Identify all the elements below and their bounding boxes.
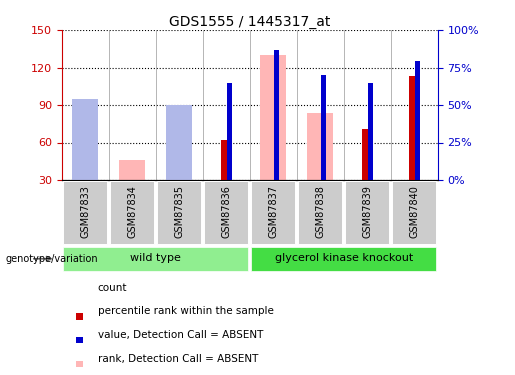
Title: GDS1555 / 1445317_at: GDS1555 / 1445317_at [169,15,331,29]
Bar [221,140,227,180]
FancyBboxPatch shape [204,182,248,244]
Text: GSM87836: GSM87836 [221,185,231,238]
Bar [73,177,98,180]
Text: GSM87834: GSM87834 [127,185,138,238]
Text: percentile rank within the sample: percentile rank within the sample [98,306,273,316]
FancyBboxPatch shape [298,182,342,244]
Text: count: count [98,283,127,292]
Text: GSM87840: GSM87840 [409,185,419,238]
Bar [166,105,192,180]
Bar [73,99,98,180]
Bar [119,160,145,180]
Bar [261,55,286,180]
FancyBboxPatch shape [251,247,436,271]
FancyBboxPatch shape [251,182,296,244]
FancyBboxPatch shape [345,182,389,244]
Text: glycerol kinase knockout: glycerol kinase knockout [274,253,413,263]
Bar [76,337,83,344]
Text: GSM87839: GSM87839 [362,185,372,238]
Text: GSM87833: GSM87833 [80,185,90,238]
Bar [368,82,373,180]
FancyBboxPatch shape [63,182,108,244]
Bar [76,361,83,368]
Text: value, Detection Call = ABSENT: value, Detection Call = ABSENT [98,330,263,340]
Bar [307,112,333,180]
Text: GSM87838: GSM87838 [315,185,325,238]
Text: genotype/variation: genotype/variation [5,254,98,264]
Bar [409,76,415,180]
Bar [321,75,327,180]
Text: GSM87835: GSM87835 [174,185,184,238]
Text: rank, Detection Call = ABSENT: rank, Detection Call = ABSENT [98,354,258,364]
Bar [76,313,83,320]
Bar [227,82,232,180]
FancyBboxPatch shape [63,247,248,271]
Bar [362,129,368,180]
Bar [274,50,279,180]
Text: wild type: wild type [130,253,181,263]
FancyBboxPatch shape [110,182,154,244]
Text: GSM87837: GSM87837 [268,185,278,238]
FancyBboxPatch shape [157,182,201,244]
Bar [415,62,420,180]
FancyBboxPatch shape [392,182,436,244]
